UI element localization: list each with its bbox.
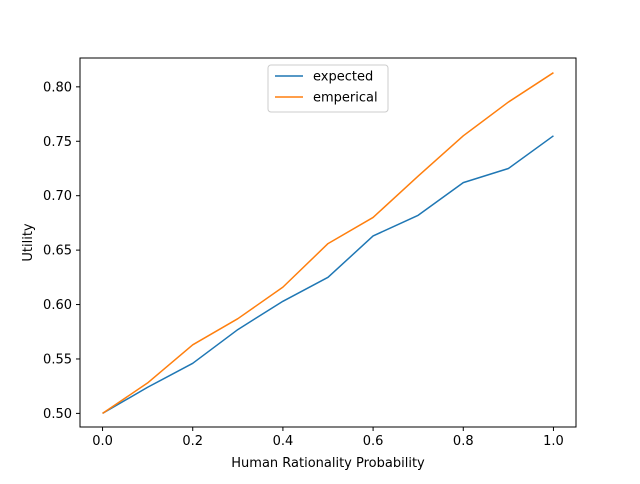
series-lines (102, 72, 554, 415)
y-tick-label: 0.50 (43, 407, 72, 422)
y-tick-label: 0.80 (43, 80, 72, 95)
legend-label-emperical: emperical (313, 91, 378, 106)
y-axis-label: Utility (21, 223, 36, 262)
y-tick-label: 0.55 (43, 352, 72, 367)
x-tick-label: 0.0 (92, 434, 113, 449)
y-tick-label: 0.60 (43, 298, 72, 313)
x-tick-label: 0.2 (182, 434, 203, 449)
plot-frame (79, 57, 577, 428)
y-axis-ticks: 0.50 0.55 0.60 0.65 0.70 0.75 0.80 (43, 80, 80, 422)
y-tick-label: 0.65 (43, 244, 72, 259)
x-axis-label: Human Rationality Probability (231, 456, 425, 471)
x-tick-label: 1.0 (543, 434, 564, 449)
x-tick-label: 0.6 (363, 434, 384, 449)
y-tick-label: 0.70 (43, 189, 72, 204)
legend: expected emperical (267, 64, 389, 113)
x-tick-label: 0.8 (453, 434, 474, 449)
x-tick-label: 0.4 (273, 434, 294, 449)
legend-label-expected: expected (313, 70, 373, 85)
y-tick-label: 0.75 (43, 135, 72, 150)
x-axis-ticks: 0.0 0.2 0.4 0.6 0.8 1.0 (92, 427, 564, 449)
series-line-emperical (102, 72, 554, 415)
series-line-expected (102, 135, 554, 415)
